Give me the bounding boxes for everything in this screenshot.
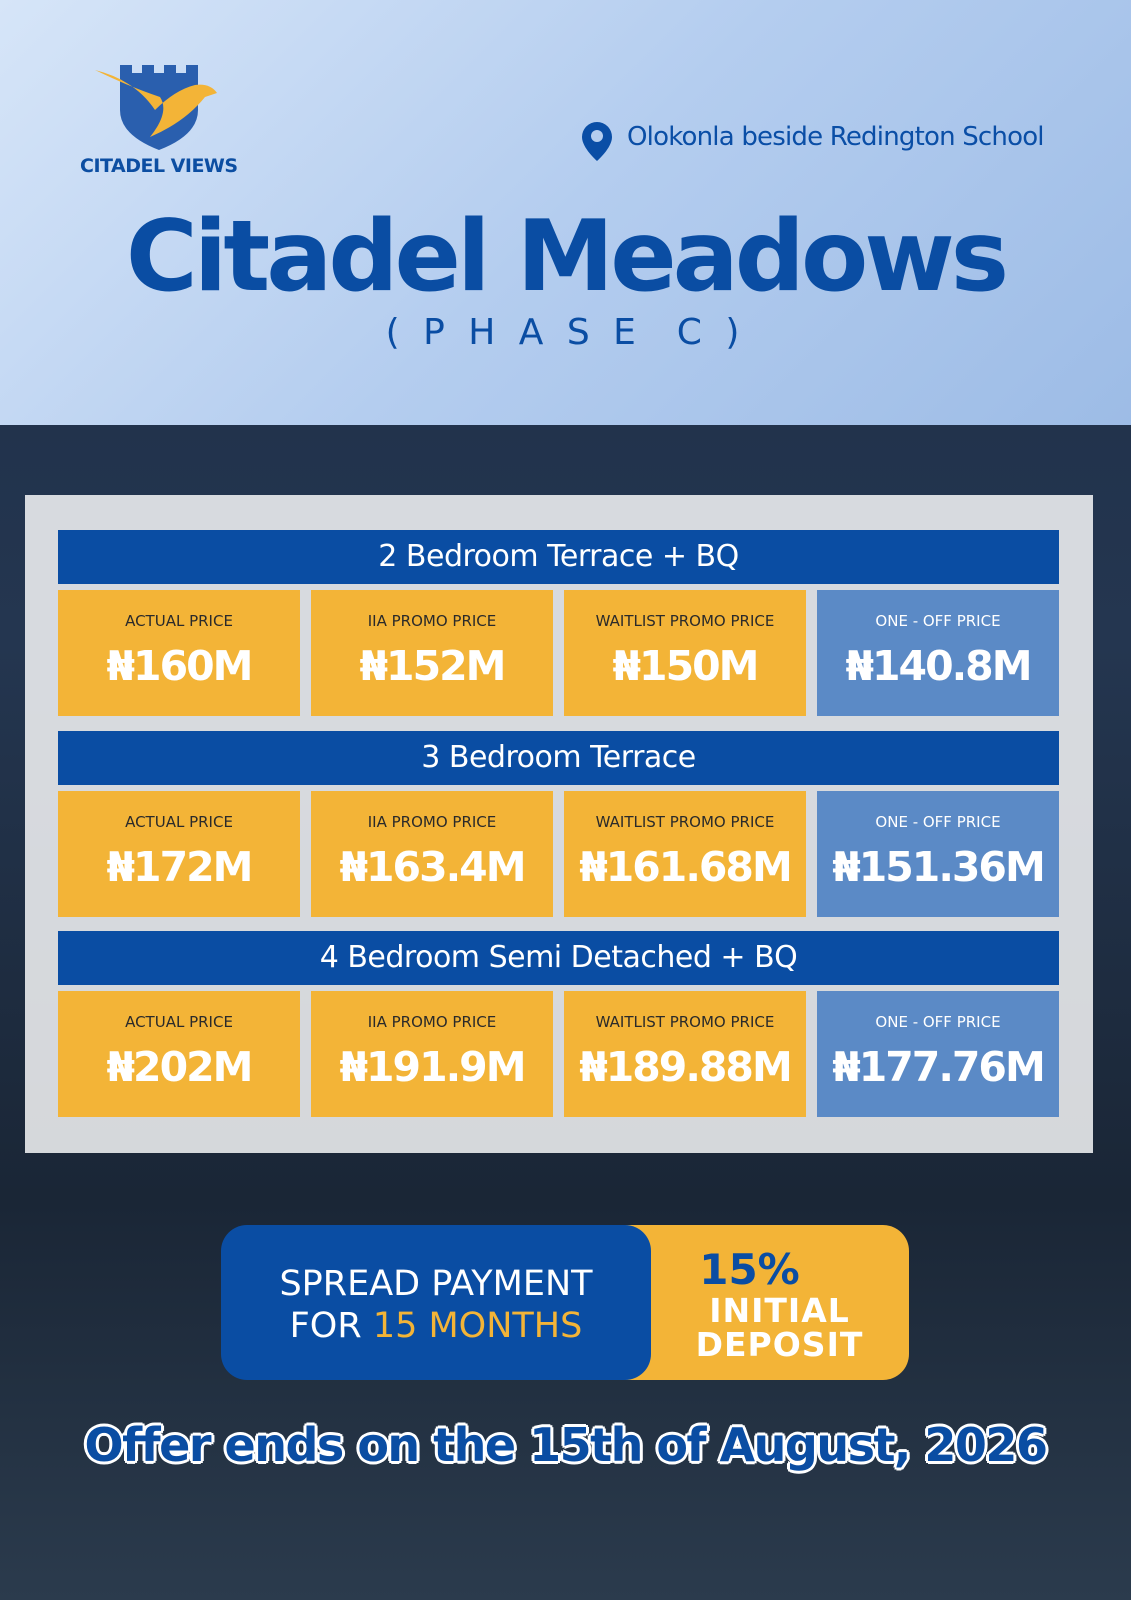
price-card: ONE - OFF PRICE ₦151.36M xyxy=(817,791,1059,917)
price-label: ACTUAL PRICE xyxy=(125,1013,233,1031)
price-label: WAITLIST PROMO PRICE xyxy=(595,1013,775,1031)
price-card: ACTUAL PRICE ₦172M xyxy=(58,791,300,917)
price-label: IIA PROMO PRICE xyxy=(367,1013,497,1031)
price-card: ACTUAL PRICE ₦160M xyxy=(58,590,300,716)
price-value: ₦140.8M xyxy=(845,642,1032,690)
title: Citadel Meadows xyxy=(125,200,1009,314)
logo-name: CITADEL VIEWS xyxy=(80,155,238,177)
plan-line: FOR 15 MONTHS xyxy=(221,1305,651,1347)
price-card: IIA PROMO PRICE ₦191.9M xyxy=(311,991,553,1117)
price-card: WAITLIST PROMO PRICE ₦161.68M xyxy=(564,791,806,917)
price-card: IIA PROMO PRICE ₦163.4M xyxy=(311,791,553,917)
location-pin xyxy=(582,122,612,161)
price-card: ONE - OFF PRICE ₦177.76M xyxy=(817,991,1059,1117)
price-label: ONE - OFF PRICE xyxy=(875,612,1001,630)
deposit-text: INITIAL xyxy=(709,1291,850,1330)
price-value: ₦177.76M xyxy=(832,1043,1046,1091)
price-value: ₦189.88M xyxy=(579,1043,793,1091)
deposit-percent: 15% xyxy=(699,1245,800,1294)
price-label: WAITLIST PROMO PRICE xyxy=(595,612,775,630)
price-label: ACTUAL PRICE xyxy=(125,813,233,831)
price-value: ₦152M xyxy=(359,642,507,690)
price-card: WAITLIST PROMO PRICE ₦150M xyxy=(564,590,806,716)
offer-deadline: Offer ends on the 15th of August, 2026 xyxy=(84,1418,1048,1472)
price-label: IIA PROMO PRICE xyxy=(367,813,497,831)
price-label: ONE - OFF PRICE xyxy=(875,1013,1001,1031)
price-value: ₦160M xyxy=(106,642,254,690)
price-label: IIA PROMO PRICE xyxy=(367,612,497,630)
location: Olokonla beside Redington School xyxy=(627,122,1045,152)
listing-name: 3 Bedroom Terrace xyxy=(58,731,1059,785)
logo-icon xyxy=(95,65,217,150)
price-value: ₦151.36M xyxy=(832,843,1046,891)
deposit: 15% INITIAL DEPOSIT xyxy=(620,1225,909,1380)
price-label: ONE - OFF PRICE xyxy=(875,813,1001,831)
price-card: IIA PROMO PRICE ₦152M xyxy=(311,590,553,716)
plan-highlight: 15 MONTHS xyxy=(372,1306,583,1346)
deposit-text: DEPOSIT xyxy=(695,1325,864,1364)
subtitle: ( P H A S E C ) xyxy=(385,312,746,353)
price-card: ONE - OFF PRICE ₦140.8M xyxy=(817,590,1059,716)
price-value: ₦172M xyxy=(106,843,254,891)
price-label: WAITLIST PROMO PRICE xyxy=(595,813,775,831)
price-value: ₦191.9M xyxy=(339,1043,526,1091)
price-value: ₦202M xyxy=(106,1043,254,1091)
price-value: ₦161.68M xyxy=(579,843,793,891)
price-label: ACTUAL PRICE xyxy=(125,612,233,630)
price-value: ₦163.4M xyxy=(339,843,526,891)
payment-plan: SPREAD PAYMENT FOR 15 MONTHS xyxy=(221,1225,651,1380)
plan-line: SPREAD PAYMENT xyxy=(279,1264,593,1304)
price-card: WAITLIST PROMO PRICE ₦189.88M xyxy=(564,991,806,1117)
price-value: ₦150M xyxy=(612,642,760,690)
price-card: ACTUAL PRICE ₦202M xyxy=(58,991,300,1117)
plan-prefix: FOR xyxy=(289,1306,362,1346)
listing-name: 2 Bedroom Terrace + BQ xyxy=(58,530,1059,584)
listing-name: 4 Bedroom Semi Detached + BQ xyxy=(58,931,1059,985)
